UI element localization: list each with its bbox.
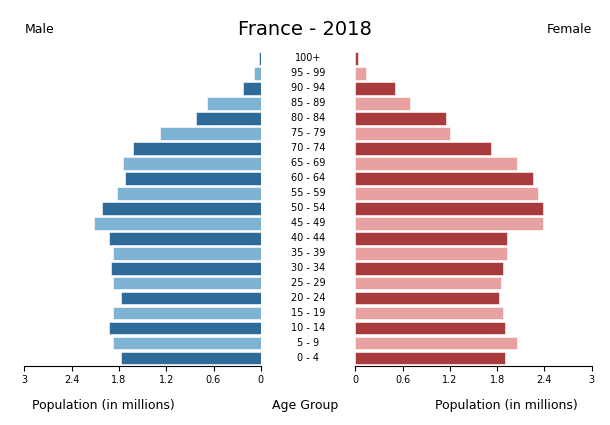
Bar xyxy=(121,292,260,304)
Text: 15 - 19: 15 - 19 xyxy=(291,308,325,318)
Text: 35 - 39: 35 - 39 xyxy=(291,248,325,258)
Bar xyxy=(110,322,260,334)
Bar xyxy=(355,97,411,110)
Text: 20 - 24: 20 - 24 xyxy=(291,293,325,303)
Bar xyxy=(355,247,506,260)
Bar xyxy=(355,187,538,200)
Text: 95 - 99: 95 - 99 xyxy=(291,68,325,79)
Text: 40 - 44: 40 - 44 xyxy=(291,233,325,243)
Bar xyxy=(160,127,260,140)
Bar xyxy=(355,142,491,155)
Text: France - 2018: France - 2018 xyxy=(238,20,372,39)
Bar xyxy=(355,127,450,140)
Bar xyxy=(94,217,260,230)
Text: 25 - 29: 25 - 29 xyxy=(291,278,325,288)
Bar xyxy=(196,112,260,125)
Bar xyxy=(355,202,543,215)
Bar xyxy=(355,172,533,185)
Bar xyxy=(355,292,499,304)
Text: 0 - 4: 0 - 4 xyxy=(297,353,319,363)
Bar xyxy=(243,82,260,95)
Bar xyxy=(102,202,260,215)
Bar xyxy=(111,262,260,275)
Bar xyxy=(113,307,260,320)
Bar xyxy=(355,112,446,125)
Text: Female: Female xyxy=(547,23,592,36)
Bar xyxy=(355,322,505,334)
Text: 70 - 74: 70 - 74 xyxy=(291,143,325,153)
Bar xyxy=(113,247,260,260)
Text: Population (in millions): Population (in millions) xyxy=(435,399,578,412)
Bar xyxy=(355,262,503,275)
Bar xyxy=(355,157,517,170)
Bar xyxy=(355,351,505,364)
Text: 30 - 34: 30 - 34 xyxy=(291,263,325,273)
Bar xyxy=(254,67,260,80)
Bar xyxy=(123,157,260,170)
Text: 85 - 89: 85 - 89 xyxy=(291,99,325,108)
Bar xyxy=(355,307,503,320)
Bar xyxy=(125,172,260,185)
Bar xyxy=(355,52,357,65)
Text: Population (in millions): Population (in millions) xyxy=(32,399,175,412)
Bar xyxy=(207,97,260,110)
Text: Male: Male xyxy=(24,23,54,36)
Text: 5 - 9: 5 - 9 xyxy=(297,338,319,348)
Text: 60 - 64: 60 - 64 xyxy=(291,173,325,183)
Text: 65 - 69: 65 - 69 xyxy=(291,159,325,168)
Bar xyxy=(113,337,260,349)
Bar xyxy=(110,232,260,244)
Bar xyxy=(117,187,260,200)
Bar xyxy=(355,67,367,80)
Text: 90 - 94: 90 - 94 xyxy=(291,83,325,94)
Text: 45 - 49: 45 - 49 xyxy=(291,218,325,228)
Text: 75 - 79: 75 - 79 xyxy=(291,128,325,139)
Bar xyxy=(113,277,260,289)
Text: 80 - 84: 80 - 84 xyxy=(291,113,325,123)
Text: 10 - 14: 10 - 14 xyxy=(291,323,325,333)
Text: 55 - 59: 55 - 59 xyxy=(291,188,325,198)
Bar xyxy=(355,232,506,244)
Bar xyxy=(355,277,501,289)
Text: 100+: 100+ xyxy=(295,54,321,63)
Bar xyxy=(355,82,395,95)
Bar xyxy=(121,351,260,364)
Text: Age Group: Age Group xyxy=(272,399,338,412)
Bar xyxy=(259,52,260,65)
Bar xyxy=(355,337,517,349)
Bar xyxy=(133,142,260,155)
Text: 50 - 54: 50 - 54 xyxy=(291,203,325,213)
Bar xyxy=(355,217,543,230)
